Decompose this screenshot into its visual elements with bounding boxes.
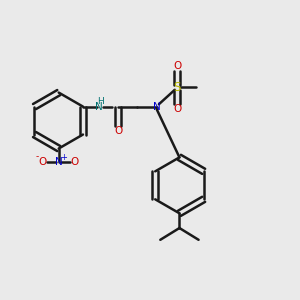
Text: H: H (97, 97, 104, 106)
Text: N: N (55, 157, 63, 167)
Text: S: S (173, 81, 181, 94)
Text: O: O (71, 157, 79, 167)
Text: O: O (38, 157, 47, 167)
Text: O: O (173, 61, 181, 71)
Text: O: O (173, 104, 181, 114)
Text: +: + (61, 153, 68, 162)
Text: N: N (95, 102, 103, 112)
Text: -: - (36, 153, 39, 162)
Text: O: O (114, 126, 122, 136)
Text: N: N (153, 102, 160, 112)
